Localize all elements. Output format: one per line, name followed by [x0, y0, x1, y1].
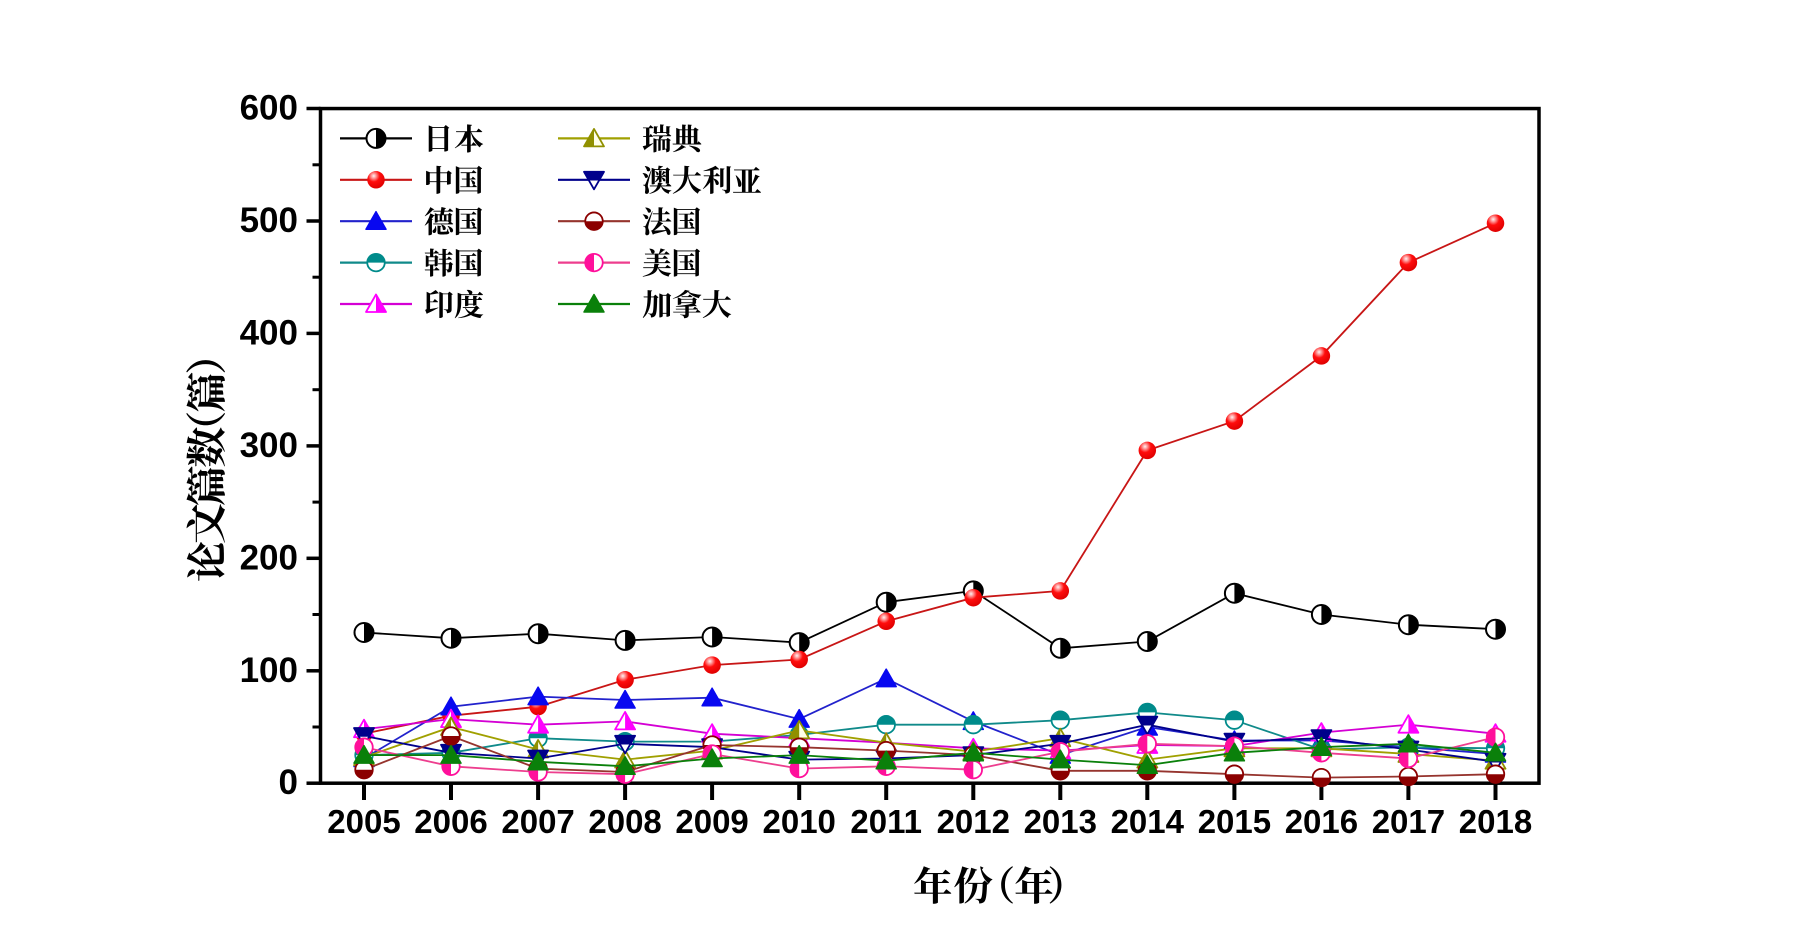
svg-text:2018: 2018	[1459, 803, 1532, 840]
svg-text:2017: 2017	[1372, 803, 1445, 840]
svg-text:500: 500	[240, 201, 298, 240]
svg-text:2008: 2008	[588, 803, 661, 840]
svg-text:2012: 2012	[937, 803, 1010, 840]
svg-text:2015: 2015	[1198, 803, 1271, 840]
svg-text:2006: 2006	[414, 803, 487, 840]
svg-text:2011: 2011	[850, 803, 922, 840]
svg-text:2005: 2005	[327, 803, 400, 840]
svg-text:2016: 2016	[1285, 803, 1358, 840]
svg-text:300: 300	[240, 426, 298, 465]
svg-text:400: 400	[240, 313, 298, 352]
svg-text:2014: 2014	[1111, 803, 1185, 840]
svg-text:2013: 2013	[1024, 803, 1097, 840]
svg-text:100: 100	[240, 651, 298, 690]
svg-text:600: 600	[240, 89, 298, 128]
svg-text:2007: 2007	[501, 803, 574, 840]
svg-text:2009: 2009	[675, 803, 748, 840]
svg-text:2010: 2010	[762, 803, 835, 840]
svg-text:0: 0	[279, 763, 298, 802]
svg-text:200: 200	[240, 538, 298, 577]
